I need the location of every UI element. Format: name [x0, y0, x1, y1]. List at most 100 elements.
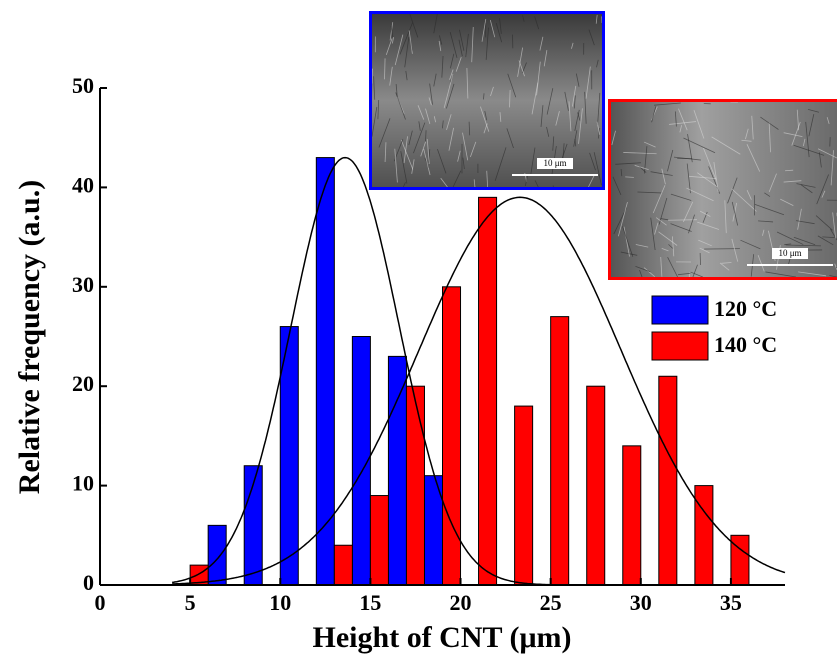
inset-texture	[765, 271, 797, 278]
inset-texture	[400, 151, 408, 184]
x-tick-label: 20	[450, 590, 472, 615]
inset-texture	[389, 66, 393, 86]
inset-texture	[658, 231, 678, 246]
inset-texture	[671, 236, 675, 257]
inset-texture	[652, 185, 666, 214]
inset-texture	[798, 271, 827, 277]
inset-texture	[534, 180, 539, 188]
inset-texture	[673, 156, 701, 161]
legend-swatch	[651, 295, 709, 325]
inset-texture	[442, 120, 444, 129]
inset-texture	[425, 108, 431, 125]
inset-texture	[731, 238, 739, 262]
inset-texture	[698, 239, 712, 247]
inset-texture	[574, 109, 580, 131]
inset-texture	[639, 269, 643, 278]
inset-texture	[785, 169, 794, 172]
inset-texture	[697, 221, 720, 230]
inset-texture	[597, 92, 601, 126]
scale-label-box	[772, 248, 808, 259]
inset-texture	[409, 14, 419, 38]
inset-texture	[612, 176, 622, 196]
inset-texture	[740, 239, 761, 250]
inset-texture	[635, 244, 649, 248]
inset-texture	[702, 211, 708, 223]
inset-texture	[757, 255, 765, 272]
inset-texture	[686, 187, 714, 202]
inset-texture	[654, 102, 681, 106]
inset-texture	[575, 73, 580, 87]
inset-texture	[679, 125, 683, 133]
legend-label: 140 °C	[714, 332, 777, 357]
inset-texture	[531, 82, 539, 115]
inset-texture	[495, 22, 503, 43]
inset-texture	[699, 247, 710, 254]
bar	[622, 445, 642, 586]
inset-texture	[623, 226, 630, 257]
inset-texture	[585, 66, 591, 99]
inset-texture	[688, 214, 695, 234]
inset-texture	[826, 117, 830, 124]
y-tick-label: 50	[72, 73, 94, 98]
inset-texture	[423, 148, 431, 176]
inset-texture	[452, 170, 462, 188]
inset-texture	[539, 36, 544, 51]
inset-texture	[440, 177, 448, 188]
inset-texture	[486, 170, 489, 188]
inset-texture	[395, 92, 406, 120]
inset-texture	[400, 139, 414, 170]
inset-texture	[760, 116, 779, 130]
inset-texture	[650, 171, 673, 176]
inset-texture	[622, 226, 634, 257]
inset-texture	[832, 212, 837, 239]
inset-texture	[484, 110, 488, 121]
inset-texture	[457, 150, 461, 162]
inset-texture	[433, 116, 437, 123]
legend-label: 120 °C	[714, 296, 777, 321]
inset-texture	[762, 229, 765, 236]
inset-texture	[371, 106, 378, 137]
inset-texture	[661, 247, 669, 252]
inset-texture	[797, 208, 802, 230]
inset-texture	[494, 147, 507, 181]
inset-texture	[669, 121, 697, 125]
inset-texture	[446, 83, 455, 109]
inset-texture	[455, 57, 462, 72]
inset-texture	[802, 138, 806, 147]
inset-texture	[727, 177, 738, 204]
inset-texture	[654, 222, 659, 235]
inset-texture	[391, 37, 395, 44]
inset-texture	[470, 141, 477, 158]
inset-texture	[768, 173, 777, 192]
inset-texture	[462, 132, 469, 161]
inset-texture	[643, 141, 656, 148]
inset-texture	[471, 27, 474, 63]
inset-texture	[746, 144, 761, 172]
inset-texture	[413, 122, 426, 154]
x-tick-label: 35	[720, 590, 742, 615]
inset-texture	[433, 73, 437, 87]
bar	[586, 385, 606, 586]
inset-texture	[807, 109, 820, 113]
inset-texture	[745, 128, 749, 140]
inset-texture	[617, 201, 628, 237]
inset-texture	[687, 134, 693, 163]
inset-texture	[724, 200, 727, 234]
inset-texture	[462, 157, 465, 169]
inset-texture	[433, 13, 438, 34]
bar	[333, 544, 353, 586]
inset-texture	[571, 85, 577, 107]
inset-texture	[682, 201, 694, 223]
inset-texture	[507, 73, 517, 98]
inset-texture	[817, 235, 834, 246]
inset-texture	[731, 201, 739, 226]
inset-texture	[785, 244, 821, 247]
inset-texture	[668, 244, 674, 249]
inset-texture	[509, 90, 511, 108]
inset-texture	[805, 121, 810, 158]
inset-texture	[480, 106, 490, 132]
inset-texture	[404, 37, 410, 68]
inset-texture	[443, 73, 454, 109]
inset-texture	[403, 136, 408, 164]
